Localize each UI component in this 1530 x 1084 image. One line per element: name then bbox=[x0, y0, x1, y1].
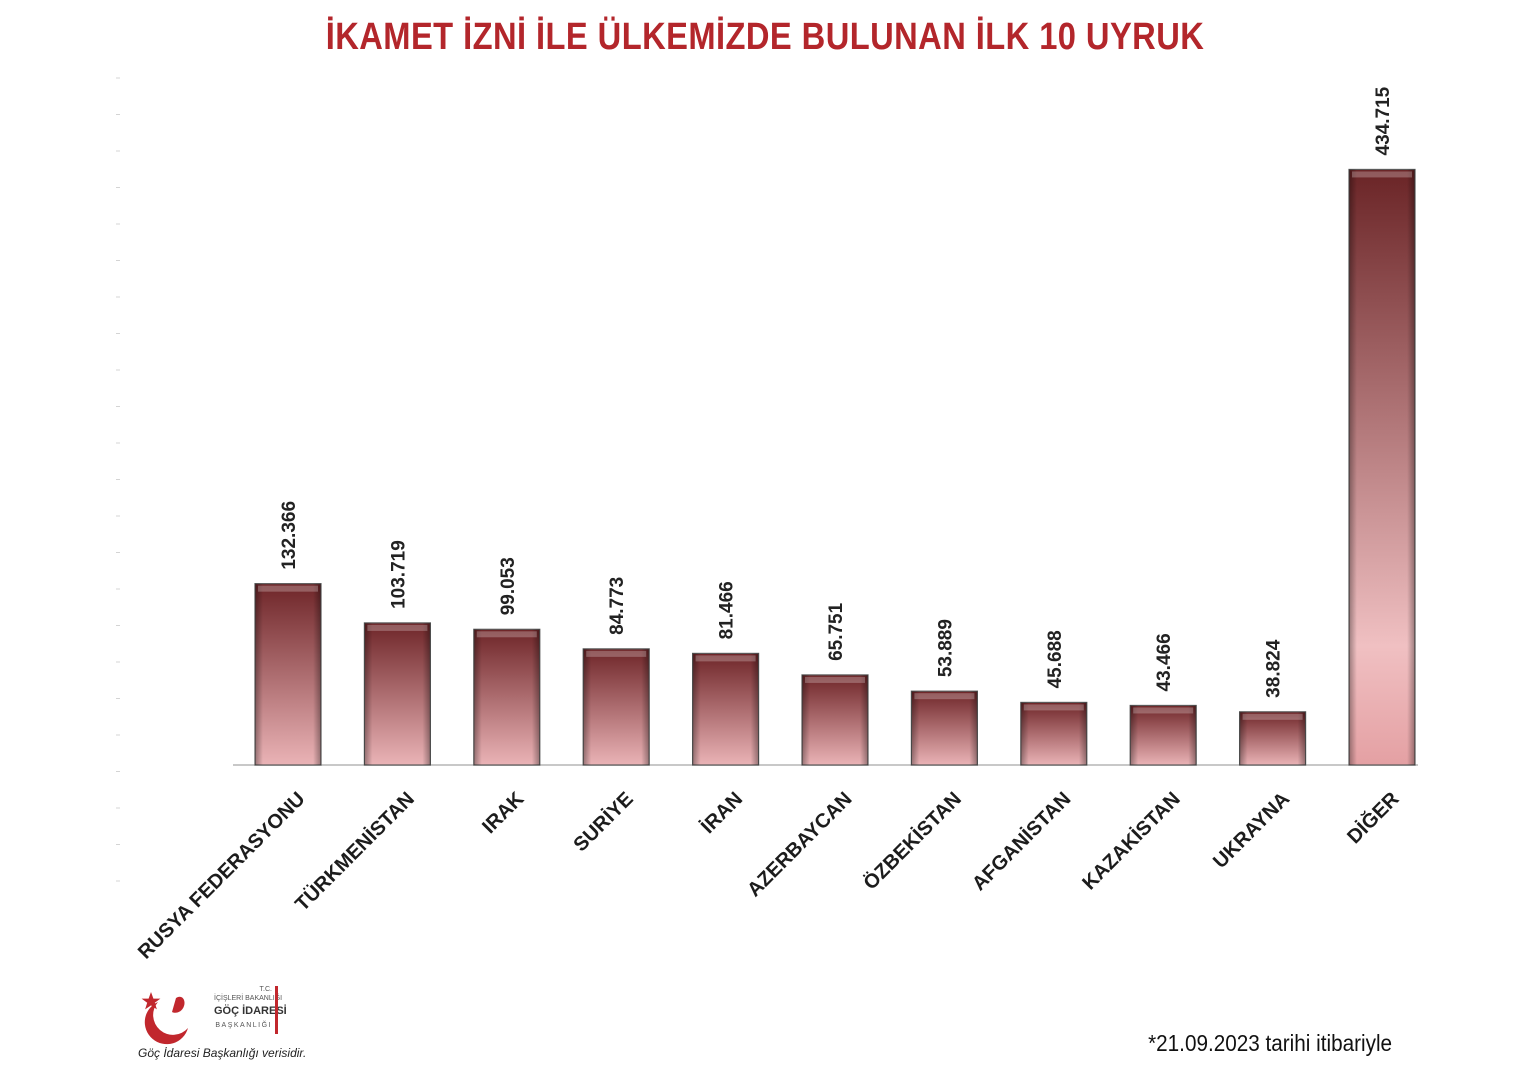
logo-line-ministry: İÇİŞLERİ BAKANLIĞI bbox=[214, 995, 283, 1002]
bar-shading bbox=[255, 583, 321, 765]
bar-5 bbox=[691, 652, 760, 766]
bar-6 bbox=[801, 674, 869, 766]
bar-shading bbox=[1239, 711, 1306, 765]
bar-shading bbox=[692, 653, 759, 765]
value-label: 53.889 bbox=[935, 619, 956, 677]
bar-bevel bbox=[1023, 704, 1084, 711]
bar-bevel bbox=[476, 631, 537, 638]
bar-shading bbox=[802, 674, 868, 765]
category-label: UKRAYNA bbox=[1209, 788, 1294, 873]
bar-bevel bbox=[258, 585, 318, 592]
bar-shading bbox=[1349, 169, 1415, 766]
bar-shading bbox=[1020, 702, 1087, 765]
bar-shading bbox=[583, 648, 650, 765]
bar-9 bbox=[1129, 704, 1197, 766]
category-label: TÜRKMENİSTAN bbox=[291, 787, 419, 915]
bar-bevel bbox=[586, 650, 647, 657]
value-label: 99.053 bbox=[498, 557, 519, 615]
value-label: 84.773 bbox=[607, 577, 628, 635]
bar-bevel bbox=[1352, 171, 1412, 178]
bars bbox=[254, 168, 1416, 766]
value-label: 38.824 bbox=[1264, 639, 1285, 698]
chart-title: İKAMET İZNİ İLE ÜLKEMİZDE BULUNAN İLK 10… bbox=[325, 16, 1205, 58]
value-label: 434.715 bbox=[1373, 86, 1394, 155]
logo-line-presidency: BAŞKANLIĞI bbox=[215, 1022, 272, 1029]
category-label: AFGANİSTAN bbox=[967, 787, 1075, 895]
value-label: 45.688 bbox=[1045, 630, 1066, 688]
logo-divider bbox=[275, 986, 278, 1034]
bar-1 bbox=[254, 583, 322, 766]
bar-7 bbox=[910, 690, 979, 766]
category-label: SURİYE bbox=[569, 787, 638, 856]
bar-bevel bbox=[695, 655, 756, 662]
bar-4 bbox=[582, 648, 650, 766]
bar-3 bbox=[473, 628, 541, 766]
category-label: RUSYA FEDERASYONU bbox=[134, 788, 310, 964]
crescent-star-logo-icon bbox=[141, 992, 188, 1045]
value-label: 65.751 bbox=[826, 602, 847, 661]
bar-shading bbox=[364, 622, 431, 765]
value-labels: 132.366 103.719 99.053 84.773 81.466 65.751 53… bbox=[279, 86, 1394, 697]
bar-bevel bbox=[1133, 707, 1194, 714]
category-label: DİĞER bbox=[1342, 786, 1404, 848]
value-label: 43.466 bbox=[1154, 633, 1175, 691]
bar-bevel bbox=[914, 693, 975, 700]
category-label: İRAN bbox=[696, 787, 747, 838]
category-label: AZERBAYCAN bbox=[743, 788, 856, 901]
y-axis-ticks bbox=[116, 77, 120, 882]
bar-shading bbox=[911, 691, 978, 765]
value-label: 132.366 bbox=[279, 501, 300, 570]
logo-line-organization: GÖÇ İDARESİ bbox=[214, 1005, 287, 1017]
category-label: KAZAKİSTAN bbox=[1078, 787, 1185, 894]
bar-10 bbox=[1238, 711, 1307, 766]
date-note: *21.09.2023 tarihi itibariyle bbox=[1148, 1030, 1392, 1056]
bar-2 bbox=[363, 622, 431, 766]
value-label: 81.466 bbox=[717, 581, 738, 639]
bar-shading bbox=[473, 629, 540, 765]
bar-shading bbox=[1130, 705, 1197, 765]
bar-11 bbox=[1348, 168, 1416, 766]
category-label: ÖZBEKİSTAN bbox=[859, 787, 966, 894]
bar-bevel bbox=[805, 676, 865, 683]
value-label: 103.719 bbox=[388, 540, 409, 609]
bar-chart: 132.366 103.719 99.053 84.773 81.466 65.751 53… bbox=[116, 77, 1418, 964]
bar-bevel bbox=[1242, 713, 1303, 720]
category-label: IRAK bbox=[478, 788, 529, 839]
bar-8 bbox=[1020, 701, 1088, 766]
source-note: Göç İdaresi Başkanlığı verisidir. bbox=[138, 1046, 307, 1060]
logo-line-tc: T.C. bbox=[259, 986, 272, 993]
bar-bevel bbox=[367, 624, 428, 631]
